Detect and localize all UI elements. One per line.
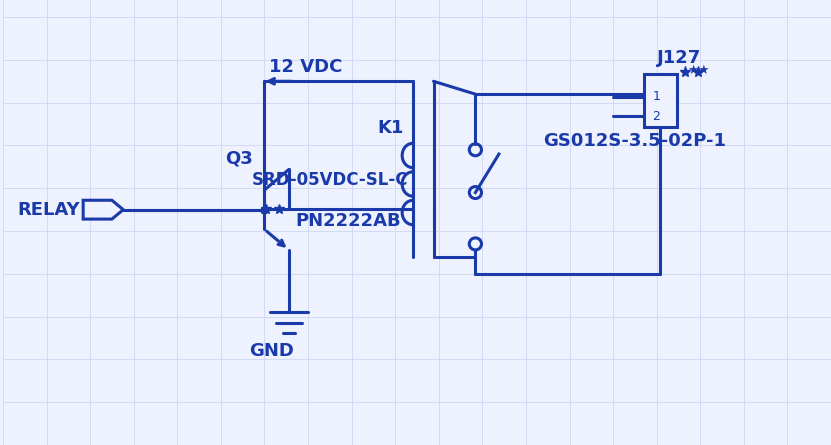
Text: GS012S-3.5-02P-1: GS012S-3.5-02P-1 — [543, 132, 726, 150]
Text: PN2222AB: PN2222AB — [295, 212, 401, 230]
Text: SRD-05VDC-SL-C: SRD-05VDC-SL-C — [252, 171, 408, 189]
Text: 1: 1 — [652, 90, 660, 103]
Text: RELAY: RELAY — [17, 201, 80, 218]
Bar — [643, 73, 676, 127]
Text: 2: 2 — [652, 110, 660, 123]
Text: 12 VDC: 12 VDC — [268, 58, 342, 76]
Polygon shape — [83, 200, 123, 219]
Text: K1: K1 — [378, 119, 404, 138]
Text: GND: GND — [249, 342, 294, 360]
Text: Q3: Q3 — [225, 150, 253, 167]
Text: ★★: ★★ — [687, 64, 710, 77]
Text: J127: J127 — [656, 49, 701, 67]
